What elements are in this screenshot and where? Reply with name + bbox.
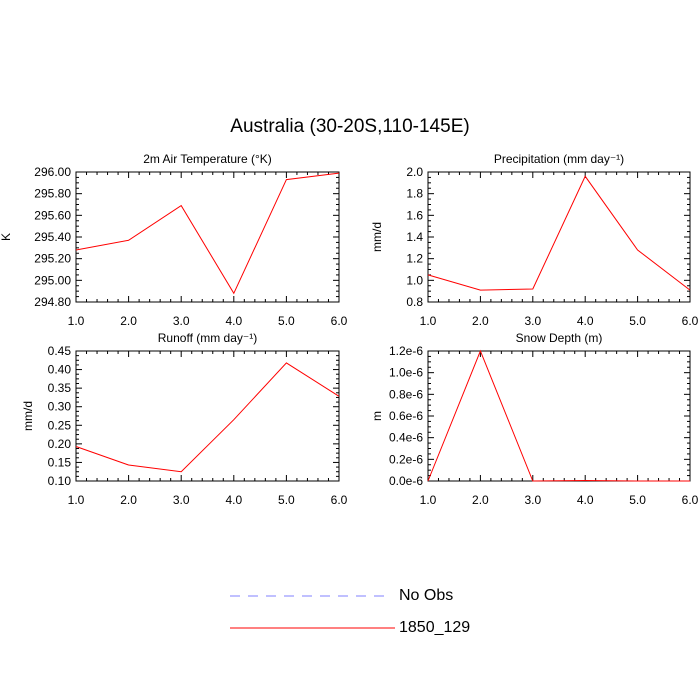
panel-title: 2m Air Temperature (°K) bbox=[143, 152, 272, 166]
x-tick-label: 4.0 bbox=[225, 493, 242, 507]
y-tick-label: 0.4e-6 bbox=[389, 431, 423, 445]
series-line-1850_129 bbox=[75, 172, 340, 295]
x-tick-label: 3.0 bbox=[524, 493, 541, 507]
plot-frame bbox=[75, 350, 340, 482]
x-tick-label: 5.0 bbox=[629, 493, 646, 507]
y-tick-label: 0.15 bbox=[48, 455, 72, 469]
series-line-1850_129 bbox=[427, 175, 691, 291]
x-tick-label: 5.0 bbox=[278, 314, 295, 328]
x-tick-label: 4.0 bbox=[577, 493, 594, 507]
series-line-1850_129 bbox=[75, 362, 340, 473]
y-tick-label: 1.2e-6 bbox=[389, 344, 423, 358]
x-tick-label: 2.0 bbox=[472, 314, 489, 328]
y-tick-label: 0.0e-6 bbox=[389, 474, 423, 488]
y-tick-label: 1.6 bbox=[406, 208, 423, 222]
y-tick-label: 0.20 bbox=[48, 437, 72, 451]
y-tick-label: 295.60 bbox=[34, 208, 71, 222]
y-axis-label: mm/d bbox=[370, 222, 384, 252]
y-axis-label: m bbox=[370, 411, 384, 421]
panel-title: Precipitation (mm day⁻¹) bbox=[494, 152, 624, 166]
y-tick-label: 1.0 bbox=[406, 273, 423, 287]
y-tick-label: 1.0e-6 bbox=[389, 366, 423, 380]
x-tick-label: 1.0 bbox=[420, 314, 437, 328]
y-tick-label: 0.30 bbox=[48, 400, 72, 414]
plot-frame bbox=[427, 350, 691, 482]
y-tick-label: 295.20 bbox=[34, 252, 71, 266]
y-tick-label: 295.40 bbox=[34, 230, 71, 244]
chart-panel-1: 2m Air Temperature (°K) K 1.0 2.0 3.0 4.0 5.0 6… bbox=[0, 152, 348, 328]
main-title: Australia (30-20S,110-145E) bbox=[230, 116, 470, 137]
y-tick-label: 0.8 bbox=[406, 295, 423, 309]
x-tick-label: 5.0 bbox=[629, 314, 646, 328]
panel-title: Runoff (mm day⁻¹) bbox=[158, 331, 257, 345]
x-tick-label: 2.0 bbox=[472, 493, 489, 507]
y-tick-label: 295.00 bbox=[34, 273, 71, 287]
panel-title: Snow Depth (m) bbox=[516, 331, 603, 345]
x-tick-label: 5.0 bbox=[278, 493, 295, 507]
y-tick-label: 294.80 bbox=[34, 295, 71, 309]
y-tick-label: 0.25 bbox=[48, 418, 72, 432]
x-tick-label: 2.0 bbox=[120, 314, 137, 328]
y-tick-label: 0.10 bbox=[48, 474, 72, 488]
series-line-1850_129 bbox=[427, 349, 690, 482]
y-tick-label: 295.80 bbox=[34, 187, 71, 201]
y-axis-label: K bbox=[0, 233, 13, 241]
y-tick-label: 0.2e-6 bbox=[389, 452, 423, 466]
y-tick-label: 1.4 bbox=[406, 230, 423, 244]
y-tick-label: 296.00 bbox=[34, 165, 71, 179]
y-axis-label: mm/d bbox=[21, 401, 35, 431]
chart-panel-2: Precipitation (mm day⁻¹) mm/d 1.0 2.0 3.0 4.0… bbox=[370, 152, 699, 328]
x-tick-label: 4.0 bbox=[577, 314, 594, 328]
x-tick-label: 6.0 bbox=[682, 314, 699, 328]
chart-panel-3: Runoff (mm day⁻¹) mm/d 1.0 2.0 3.0 4.0 5.0 6.0 0… bbox=[21, 331, 348, 507]
plot-frame bbox=[427, 171, 691, 303]
x-tick-label: 1.0 bbox=[68, 493, 85, 507]
y-tick-label: 1.2 bbox=[406, 252, 423, 266]
x-tick-label: 1.0 bbox=[68, 314, 85, 328]
x-tick-label: 3.0 bbox=[524, 314, 541, 328]
x-tick-label: 4.0 bbox=[225, 314, 242, 328]
y-tick-label: 0.6e-6 bbox=[389, 409, 423, 423]
x-tick-label: 3.0 bbox=[173, 314, 190, 328]
y-tick-label: 0.40 bbox=[48, 363, 72, 377]
x-tick-label: 2.0 bbox=[120, 493, 137, 507]
x-tick-label: 6.0 bbox=[682, 493, 699, 507]
y-tick-label: 2.0 bbox=[406, 165, 423, 179]
x-tick-label: 6.0 bbox=[331, 493, 348, 507]
y-tick-label: 1.8 bbox=[406, 187, 423, 201]
x-tick-label: 6.0 bbox=[331, 314, 348, 328]
y-tick-label: 0.45 bbox=[48, 344, 72, 358]
x-tick-label: 1.0 bbox=[420, 493, 437, 507]
x-tick-label: 3.0 bbox=[173, 493, 190, 507]
y-tick-label: 0.35 bbox=[48, 381, 72, 395]
chart-panel-4: Snow Depth (m) m 1.0 2.0 3.0 4.0 5.0 6.0 0.0e-6 0… bbox=[370, 331, 699, 507]
y-tick-label: 0.8e-6 bbox=[389, 387, 423, 401]
plot-frame bbox=[75, 171, 340, 303]
